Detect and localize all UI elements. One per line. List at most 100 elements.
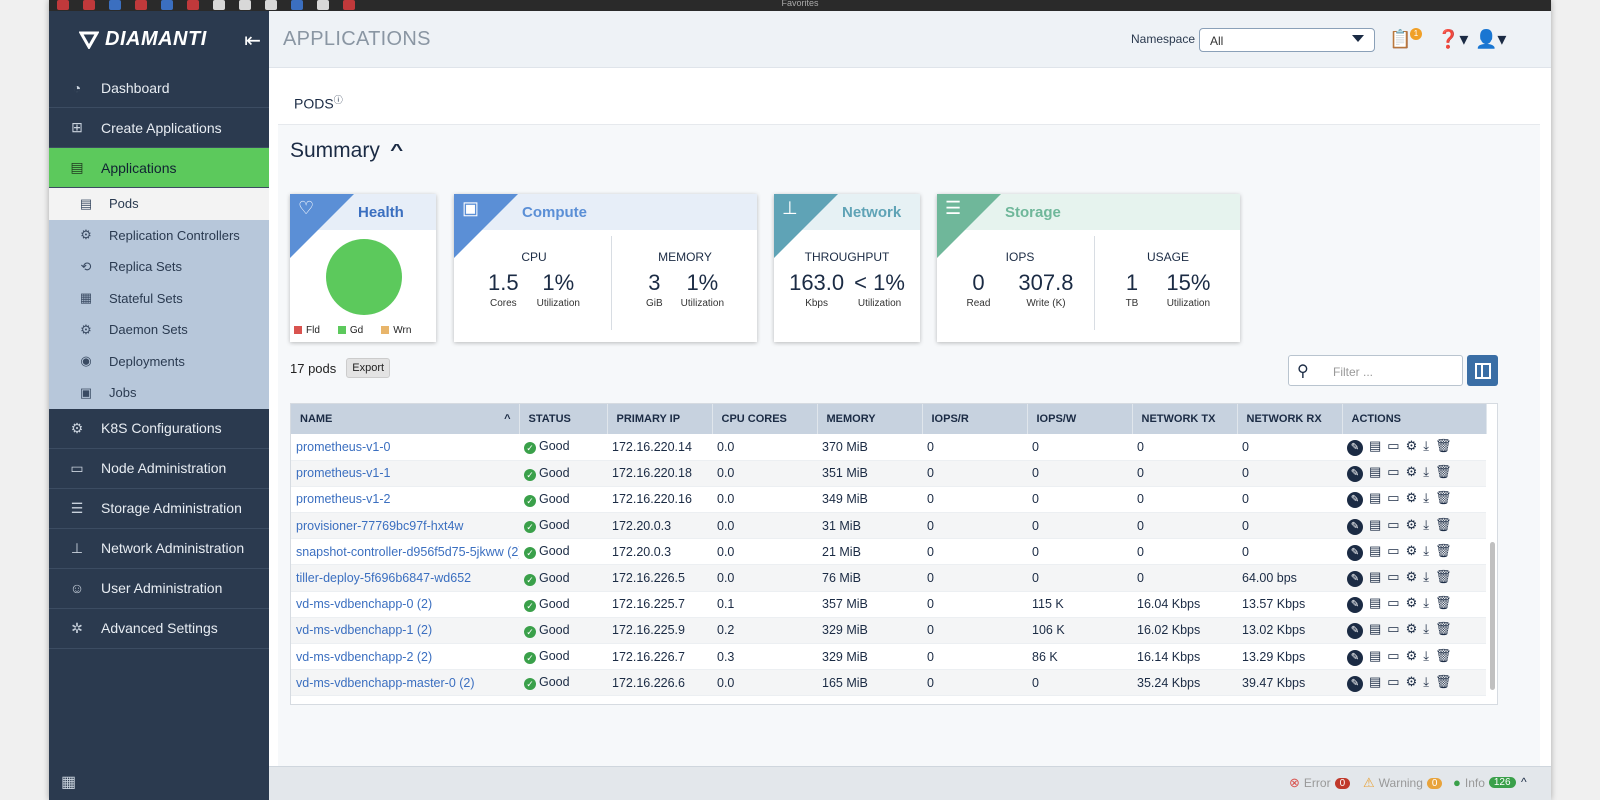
table-row[interactable]: provisioner-77769bc97f-hxt4w ✓ Good 172.20.… [291,512,1486,540]
sub-item-replica-sets[interactable]: ⟲ Replica Sets [49,251,269,283]
details-icon[interactable]: ▤ [1369,516,1382,532]
console-icon[interactable]: ▭ [1387,542,1400,558]
column-header-memory[interactable]: MEMORY [817,404,923,434]
download-icon[interactable]: ⤓ [1423,569,1429,585]
config-icon[interactable]: ⚙ [1405,569,1418,585]
calendar-icon[interactable]: ▦ [61,774,77,791]
edit-icon[interactable]: ✎ [1347,675,1363,692]
column-header-network-rx[interactable]: NETWORK RX [1237,404,1343,434]
delete-icon[interactable]: 🗑 [1435,516,1452,532]
favorite-icon[interactable] [239,0,251,10]
pod-name-link[interactable]: snapshot-controller-d956f5d75-5jkww (2) [291,538,519,566]
edit-icon[interactable]: ✎ [1347,544,1363,561]
edit-icon[interactable]: ✎ [1347,518,1363,535]
table-row[interactable]: prometheus-v1-1 ✓ Good 172.16.220.18 0.0 351 … [291,460,1486,487]
details-icon[interactable]: ▤ [1369,569,1382,585]
config-icon[interactable]: ⚙ [1405,595,1418,611]
download-icon[interactable]: ⤓ [1423,595,1429,611]
pod-name-link[interactable]: provisioner-77769bc97f-hxt4w [291,512,519,540]
pod-name-link[interactable]: tiller-deploy-5f696b6847-wd652 [291,564,519,592]
table-row[interactable]: prometheus-v1-0 ✓ Good 172.16.220.14 0.0 370 … [291,434,1486,461]
sub-item-daemon-sets[interactable]: ⚙ Daemon Sets [49,314,269,346]
console-icon[interactable]: ▭ [1387,464,1400,480]
column-header-name[interactable]: NAME ^ [291,404,520,434]
config-icon[interactable]: ⚙ [1405,673,1418,689]
details-icon[interactable]: ▤ [1369,595,1382,611]
nav-item-user-administration[interactable]: ☺ User Administration [49,569,269,609]
pod-name-link[interactable]: vd-ms-vdbenchapp-master-0 (2) [291,669,519,697]
nav-item-k8s-configurations[interactable]: ⚙ K8S Configurations [49,409,269,449]
details-icon[interactable]: ▤ [1369,673,1382,689]
delete-icon[interactable]: 🗑 [1435,490,1452,506]
delete-icon[interactable]: 🗑 [1435,673,1452,689]
details-icon[interactable]: ▤ [1369,647,1382,663]
console-icon[interactable]: ▭ [1387,490,1400,506]
collapse-sidebar-icon[interactable]: ⇤ [244,30,261,52]
column-header-network-tx[interactable]: NETWORK TX [1132,404,1238,434]
favorite-icon[interactable] [291,0,303,10]
delete-icon[interactable]: 🗑 [1435,595,1452,611]
column-header-iops-r[interactable]: IOPS/R [922,404,1028,434]
config-icon[interactable]: ⚙ [1405,621,1418,637]
nav-item-create-applications[interactable]: ⊞ Create Applications [49,108,269,148]
nav-item-network-administration[interactable]: ⊥ Network Administration [49,529,269,569]
column-header-cpu-cores[interactable]: CPU CORES [712,404,818,434]
sub-item-deployments[interactable]: ◉ Deployments [49,346,269,378]
namespace-select[interactable]: All [1199,28,1375,52]
console-icon[interactable]: ▭ [1387,516,1400,532]
favorite-icon[interactable] [135,0,147,10]
console-icon[interactable]: ▭ [1387,437,1400,453]
details-icon[interactable]: ▤ [1369,437,1382,453]
info-status[interactable]: ● Info 126 [1453,775,1516,790]
config-icon[interactable]: ⚙ [1405,542,1418,558]
config-icon[interactable]: ⚙ [1405,490,1418,506]
table-row[interactable]: prometheus-v1-2 ✓ Good 172.16.220.16 0.0 349 … [291,486,1486,514]
brand-logo[interactable]: DIAMANTI [79,28,207,51]
console-icon[interactable]: ▭ [1387,595,1400,611]
config-icon[interactable]: ⚙ [1405,464,1418,480]
nav-item-advanced-settings[interactable]: ✲ Advanced Settings [49,609,269,649]
download-icon[interactable]: ⤓ [1423,464,1429,480]
export-button[interactable]: Export [346,358,391,378]
edit-icon[interactable]: ✎ [1347,466,1363,483]
pod-name-link[interactable]: prometheus-v1-0 [291,434,519,461]
download-icon[interactable]: ⤓ [1423,621,1429,637]
pod-name-link[interactable]: vd-ms-vdbenchapp-2 (2) [291,643,519,671]
help-circle-icon[interactable]: ⓘ [333,95,343,105]
pod-name-link[interactable]: vd-ms-vdbenchapp-1 (2) [291,617,519,645]
edit-icon[interactable]: ✎ [1347,571,1363,588]
column-header-primary-ip[interactable]: PRIMARY IP [607,404,713,434]
favorite-icon[interactable] [57,0,69,10]
download-icon[interactable]: ⤓ [1423,673,1429,689]
delete-icon[interactable]: 🗑 [1435,621,1452,637]
edit-icon[interactable]: ✎ [1347,649,1363,666]
nav-item-node-administration[interactable]: ▭ Node Administration [49,449,269,489]
edit-icon[interactable]: ✎ [1347,597,1363,614]
config-icon[interactable]: ⚙ [1405,516,1418,532]
summary-header[interactable]: Summary ^ [290,139,404,163]
delete-icon[interactable]: 🗑 [1435,464,1452,480]
sub-item-pods[interactable]: ▤ Pods [49,188,269,220]
console-icon[interactable]: ▭ [1387,621,1400,637]
table-row[interactable]: tiller-deploy-5f696b6847-wd652 ✓ Good 172.1… [291,564,1486,592]
chevron-up-icon[interactable]: ^ [389,142,404,159]
delete-icon[interactable]: 🗑 [1435,647,1452,663]
delete-icon[interactable]: 🗑 [1435,542,1452,558]
edit-icon[interactable]: ✎ [1347,492,1363,509]
favorite-icon[interactable] [213,0,225,10]
console-icon[interactable]: ▭ [1387,673,1400,689]
sort-asc-icon[interactable]: ^ [504,413,511,425]
pod-name-link[interactable]: prometheus-v1-1 [291,460,519,487]
chevron-up-icon[interactable]: ^ [1521,775,1527,789]
console-icon[interactable]: ▭ [1387,647,1400,663]
table-row[interactable]: snapshot-controller-d956f5d75-5jkww (2) ✓… [291,538,1486,566]
download-icon[interactable]: ⤓ [1423,437,1429,453]
nav-item-dashboard[interactable]: ◔ Dashboard [49,68,269,108]
table-row[interactable]: vd-ms-vdbenchapp-master-0 (2) ✓ Good 172.16… [291,669,1486,697]
favorite-icon[interactable] [317,0,329,10]
sub-item-jobs[interactable]: ▣ Jobs [49,377,269,409]
column-header-status[interactable]: STATUS [519,404,608,434]
favorite-icon[interactable] [109,0,121,10]
table-row[interactable]: vd-ms-vdbenchapp-2 (2) ✓ Good 172.16.226.7 0… [291,643,1486,671]
nav-item-applications[interactable]: ▤ Applications [49,148,269,188]
